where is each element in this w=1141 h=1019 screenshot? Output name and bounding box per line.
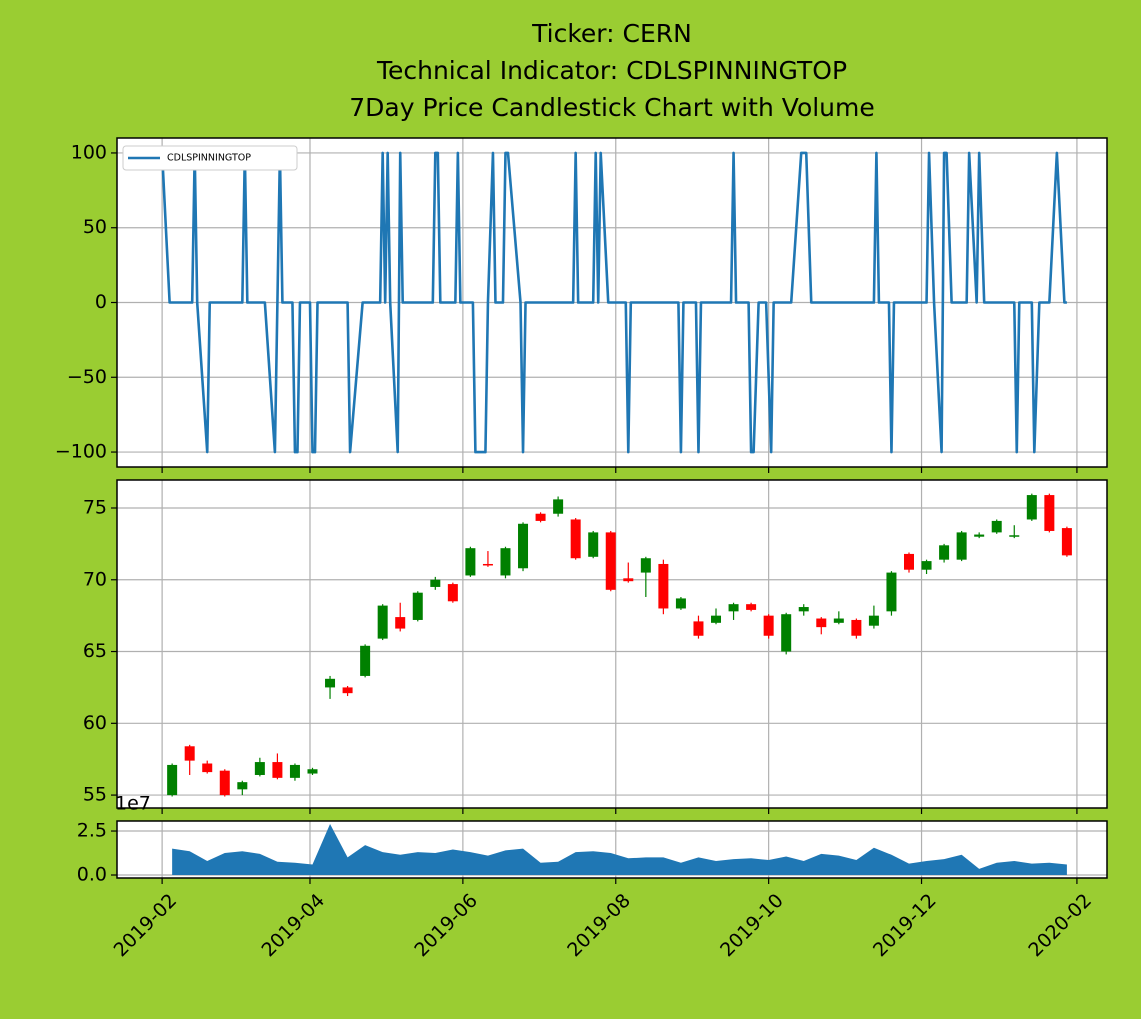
chart-title: 7Day Price Candlestick Chart with Volume xyxy=(349,93,875,122)
candle-body xyxy=(974,534,985,537)
candle-body xyxy=(167,764,178,796)
candle-body xyxy=(1061,528,1072,556)
axis-offset-label: 1e7 xyxy=(115,793,151,815)
x-tick-label: 2019-02 xyxy=(110,890,182,962)
candle-body xyxy=(342,687,353,694)
candle-body xyxy=(272,762,283,778)
plot-frame xyxy=(116,820,1108,879)
plot-frame xyxy=(116,479,1108,809)
y-tick-label: 75 xyxy=(83,496,107,518)
candle-body xyxy=(728,604,739,612)
candle-body xyxy=(763,615,774,636)
y-tick-label: 0 xyxy=(95,291,107,313)
candle-body xyxy=(868,615,879,626)
candle-body xyxy=(377,605,388,639)
candle-body xyxy=(1009,535,1020,537)
candle-body xyxy=(781,614,792,652)
candle-body xyxy=(219,770,230,796)
candle-body xyxy=(535,513,546,521)
plot-area xyxy=(117,480,1107,808)
candle-body xyxy=(658,563,669,609)
x-tick-label: 2019-08 xyxy=(563,890,635,962)
candle-body xyxy=(956,532,967,560)
candle-body xyxy=(816,618,827,628)
candle-body xyxy=(605,532,616,590)
plot-marks xyxy=(172,823,1067,876)
x-tick-label: 2020-02 xyxy=(1024,890,1096,962)
candle-body xyxy=(360,645,371,676)
candle-body xyxy=(921,561,932,570)
candle-body xyxy=(289,764,300,778)
x-tick-label: 2019-04 xyxy=(257,890,329,962)
y-tick-label: 100 xyxy=(71,141,107,163)
candle-body xyxy=(570,519,581,559)
candle-body xyxy=(851,619,862,636)
candle-body xyxy=(465,548,476,576)
legend-label: CDLSPINNINGTOP xyxy=(167,153,251,164)
candle-body xyxy=(693,621,704,636)
x-tick-label: 2019-10 xyxy=(716,890,788,962)
candle-body xyxy=(395,617,406,629)
candle-body xyxy=(184,746,195,761)
candle-body xyxy=(833,618,844,623)
candle-body xyxy=(553,499,564,514)
candle-body xyxy=(307,769,318,774)
plot-marks xyxy=(160,151,1067,454)
candle-body xyxy=(237,782,248,790)
y-tick-label: 0.0 xyxy=(77,864,107,886)
plot-frame xyxy=(116,137,1108,468)
indicator-line xyxy=(160,151,1067,454)
candle-body xyxy=(1026,495,1037,520)
candle-body xyxy=(623,578,634,582)
x-tick-label: 2019-06 xyxy=(410,890,482,962)
y-tick-label: −100 xyxy=(55,441,107,463)
y-tick-label: 55 xyxy=(83,784,107,806)
candle-body xyxy=(412,592,423,620)
chart-title: Ticker: CERN xyxy=(531,19,692,48)
candle-body xyxy=(746,604,757,610)
candle-body xyxy=(447,584,458,602)
y-tick-label: 65 xyxy=(83,640,107,662)
candle-body xyxy=(430,579,441,587)
y-tick-label: 50 xyxy=(83,216,107,238)
x-tick-label: 2019-12 xyxy=(869,890,941,962)
legend: CDLSPINNINGTOP xyxy=(122,145,298,171)
candle-body xyxy=(325,678,336,688)
candle-body xyxy=(588,532,599,557)
candle-body xyxy=(991,520,1002,533)
candle-body xyxy=(939,545,950,560)
y-tick-label: 70 xyxy=(83,568,107,590)
candle-body xyxy=(798,607,809,612)
candle-body xyxy=(640,558,651,573)
y-tick-label: 60 xyxy=(83,712,107,734)
candle-body xyxy=(202,763,213,773)
candle-body xyxy=(254,762,265,775)
candle-body xyxy=(500,548,511,576)
candle-body xyxy=(711,615,722,623)
chart-title: Technical Indicator: CDLSPINNINGTOP xyxy=(376,56,847,85)
candle-body xyxy=(1044,495,1055,531)
candle-body xyxy=(904,553,914,570)
y-tick-label: 2.5 xyxy=(77,820,107,842)
legend-box xyxy=(122,145,298,171)
y-tick-label: −50 xyxy=(67,366,107,388)
volume-area xyxy=(172,823,1067,876)
candle-body xyxy=(675,598,686,609)
candle-body xyxy=(886,572,897,612)
candle-body xyxy=(518,523,529,569)
candle-body xyxy=(482,563,493,566)
plot-marks xyxy=(167,493,1072,797)
